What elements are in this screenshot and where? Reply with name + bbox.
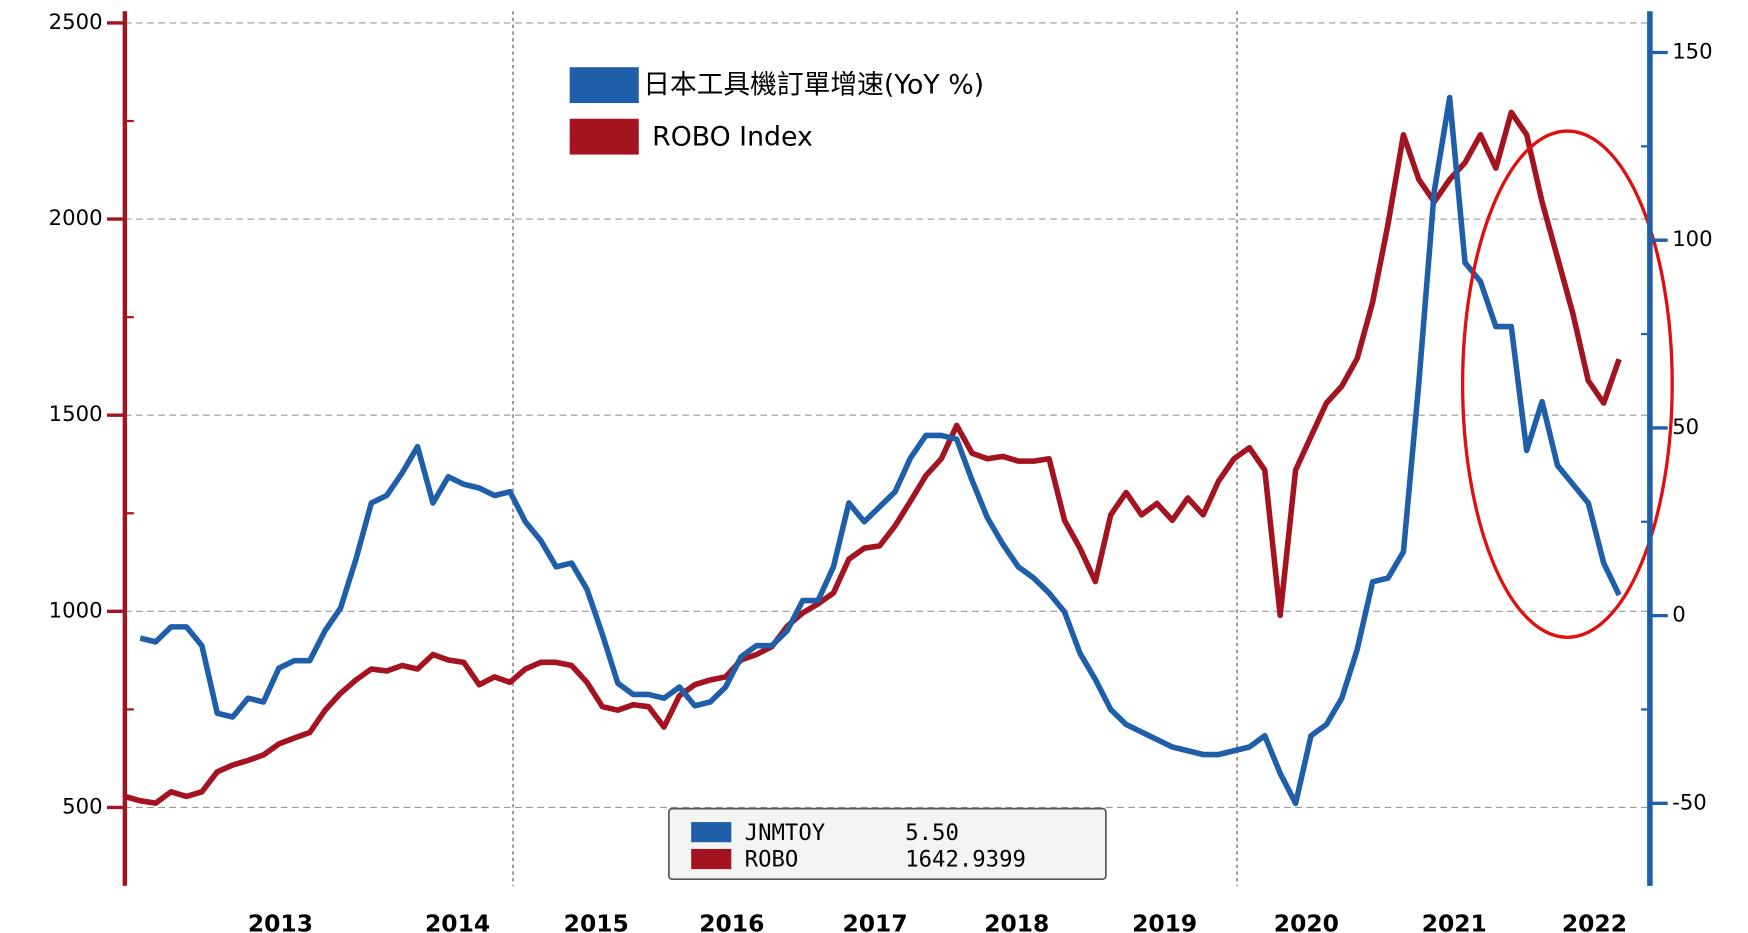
series-line [139, 94, 1622, 807]
y-tick-label: 500 [62, 794, 102, 819]
y2-tick-label: 0 [1672, 603, 1685, 628]
last-value: 1642.9399 [905, 847, 1026, 873]
y2-tick-label: -50 [1672, 790, 1707, 815]
legend-swatch [569, 67, 639, 104]
y2-tick-label: 50 [1672, 415, 1699, 440]
y-tick-label: 2500 [49, 10, 103, 35]
x-tick-label: 2016 [699, 910, 764, 933]
legend-label: ROBO Index [652, 121, 813, 152]
legend-swatch [691, 848, 732, 870]
y-tick-label: 1500 [49, 402, 103, 427]
x-tick-label: 2019 [1132, 910, 1197, 933]
plot: 日本工具機訂單增速(YoY %) ROBO Index JNMTOY 5.50 … [49, 10, 1713, 933]
x-tick-label: 2022 [1562, 910, 1627, 933]
x-tick-label: 2013 [248, 910, 313, 933]
x-tick-label: 2017 [842, 910, 907, 933]
x-tick-label: 2015 [564, 910, 629, 933]
highlight-ellipse [1460, 129, 1674, 639]
x-tick-label: 2020 [1274, 910, 1339, 933]
y-tick-label: 2000 [49, 206, 103, 231]
x-tick-label: 2018 [984, 910, 1049, 933]
x-tick-label: 2014 [425, 910, 490, 933]
y-tick-label: 1000 [49, 598, 103, 623]
legend-label: 日本工具機訂單增速(YoY %) [643, 70, 984, 101]
x-tick-label: 2021 [1422, 910, 1487, 933]
y2-tick-label: 150 [1672, 39, 1712, 64]
value-box [668, 807, 1107, 881]
last-value: 5.50 [905, 820, 959, 846]
legend-label: ROBO [745, 847, 799, 873]
legend-swatch [691, 822, 732, 843]
legend-swatch [569, 118, 639, 155]
legend-label: JNMTOY [745, 820, 826, 846]
y2-tick-label: 100 [1672, 227, 1712, 252]
series-line [124, 109, 1622, 806]
